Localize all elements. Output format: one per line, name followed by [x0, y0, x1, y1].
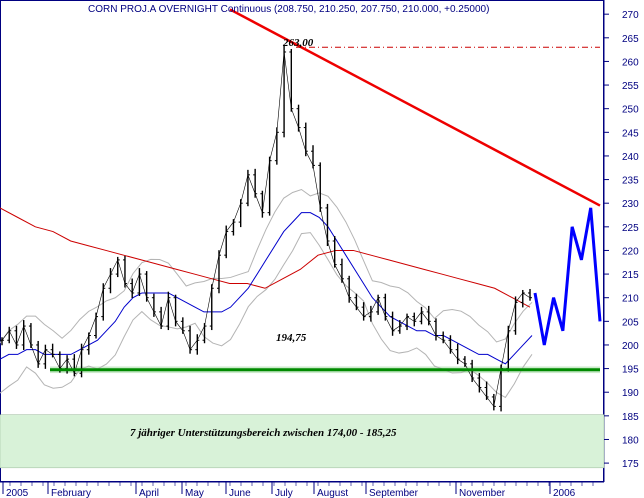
price-path — [1, 51, 531, 408]
x-tick-label: May — [185, 488, 204, 498]
y-tick-label: 220 — [622, 246, 639, 257]
support-label: 194,75 — [276, 332, 307, 344]
resistance-trendline — [229, 8, 601, 207]
chart-title: CORN PROJ.A OVERNIGHT Continuous (208.75… — [88, 4, 489, 15]
y-axis-panel — [604, 0, 644, 498]
x-tick-label: February — [51, 488, 91, 498]
x-tick-label: July — [275, 488, 293, 498]
x-tick-label: April — [139, 488, 159, 498]
support-zone — [0, 414, 605, 469]
projection-line — [533, 207, 602, 346]
x-tick-label: June — [229, 488, 251, 498]
x-tick-label: September — [369, 488, 419, 498]
y-tick-label: 215 — [622, 270, 639, 281]
zone-label: 7 jähriger Unterstützungsbereich zwische… — [130, 427, 397, 439]
plot-frame — [0, 0, 604, 482]
y-tick-label: 225 — [622, 223, 639, 234]
y-tick-label: 250 — [622, 105, 639, 116]
y-tick-label: 270 — [622, 10, 639, 21]
y-tick-label: 175 — [622, 459, 639, 470]
y-tick-label: 185 — [622, 412, 639, 423]
y-tick-label: 235 — [622, 176, 639, 187]
y-tick-label: 260 — [622, 57, 639, 68]
y-tick-label: 195 — [622, 365, 639, 376]
x-tick-label: August — [317, 488, 348, 498]
y-tick-label: 205 — [622, 317, 639, 328]
y-tick-label: 190 — [622, 388, 639, 399]
x-tick-label: 2006 — [553, 488, 576, 498]
y-tick-label: 180 — [622, 435, 639, 446]
y-tick-label: 240 — [622, 152, 639, 163]
y-tick-label: 245 — [622, 128, 639, 139]
y-tick-label: 255 — [622, 81, 639, 92]
x-tick-label: November — [459, 488, 506, 498]
y-tick-label: 210 — [622, 294, 639, 305]
peak-label: 263,00 — [282, 37, 314, 49]
y-tick-label: 265 — [622, 34, 639, 45]
upper-band — [0, 188, 533, 344]
y-tick-label: 200 — [622, 341, 639, 352]
long-average-line — [0, 207, 531, 308]
y-tick-label: 230 — [622, 199, 639, 210]
x-tick-label: 2005 — [6, 488, 29, 498]
